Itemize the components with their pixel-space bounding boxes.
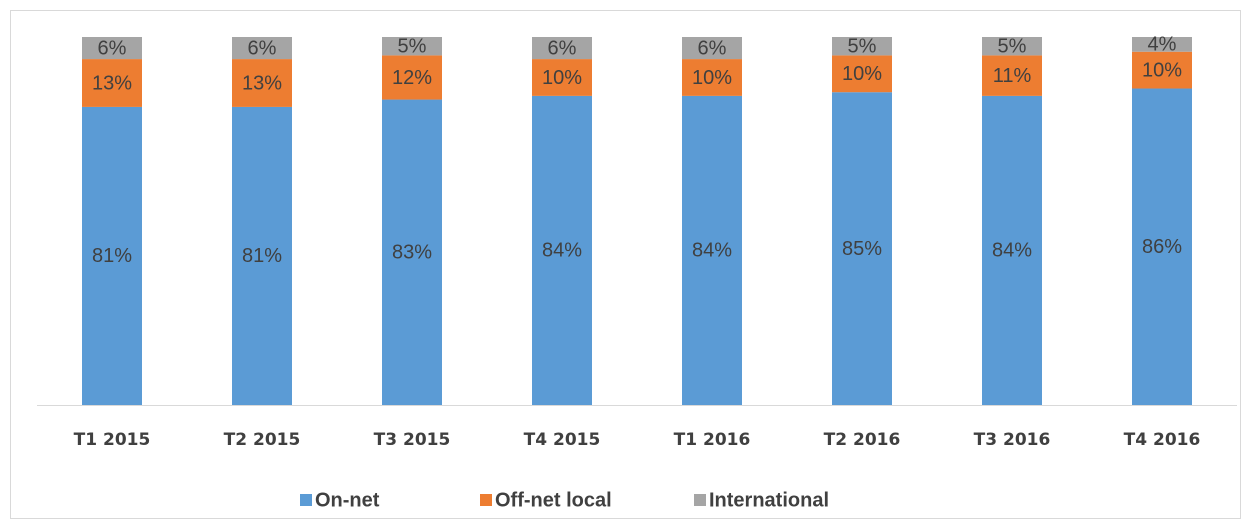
- bar-segment: [82, 59, 142, 107]
- bar-segment: [232, 37, 292, 60]
- legend-swatch: [694, 494, 706, 506]
- data-label: 6%: [98, 37, 127, 59]
- data-label: 6%: [248, 37, 277, 59]
- data-label: 6%: [698, 37, 727, 59]
- data-label: 10%: [542, 67, 582, 89]
- data-label: 86%: [1142, 236, 1182, 258]
- data-label: 5%: [998, 35, 1027, 57]
- bar-segment: [982, 55, 1042, 96]
- legend-label: Off-net local: [495, 489, 612, 511]
- data-label: 12%: [392, 67, 432, 89]
- x-tick-label: T1 2016: [674, 430, 751, 450]
- data-label: 85%: [842, 238, 882, 260]
- data-label: 5%: [398, 35, 427, 57]
- bar-segment: [1132, 37, 1192, 52]
- bar-segment: [532, 37, 592, 60]
- data-label: 5%: [848, 35, 877, 57]
- x-tick-label: T4 2016: [1124, 430, 1201, 450]
- data-label: 84%: [542, 240, 582, 262]
- x-tick-label: T2 2016: [824, 430, 901, 450]
- x-tick-label: T2 2015: [224, 430, 301, 450]
- bar-segment: [382, 99, 442, 405]
- data-label: 81%: [92, 245, 132, 267]
- x-tick-label: T3 2016: [974, 430, 1051, 450]
- bar-segment: [832, 37, 892, 56]
- bar-segment: [532, 59, 592, 96]
- data-label: 13%: [242, 72, 282, 94]
- data-label: 10%: [692, 67, 732, 89]
- data-label: 83%: [392, 242, 432, 264]
- x-tick-label: T4 2015: [524, 430, 601, 450]
- data-label: 6%: [548, 37, 577, 59]
- bar-segment: [382, 37, 442, 56]
- data-label: 4%: [1148, 34, 1177, 56]
- data-label: 13%: [92, 72, 132, 94]
- legend-label: On-net: [315, 489, 380, 511]
- data-label: 10%: [1142, 59, 1182, 81]
- x-tick-label: T1 2015: [74, 430, 151, 450]
- bar-segment: [682, 95, 742, 405]
- data-label: 10%: [842, 63, 882, 85]
- bar-segment: [1132, 88, 1192, 406]
- data-label: 84%: [692, 240, 732, 262]
- bar-segment: [82, 106, 142, 406]
- bar-segment: [232, 106, 292, 406]
- legend-swatch: [300, 494, 312, 506]
- bar-segment: [82, 37, 142, 60]
- bar-segment: [232, 59, 292, 107]
- bar-segment: [682, 59, 742, 96]
- bar-segment: [982, 95, 1042, 405]
- data-label: 84%: [992, 240, 1032, 262]
- data-label: 81%: [242, 245, 282, 267]
- x-tick-label: T3 2015: [374, 430, 451, 450]
- bar-segment: [382, 55, 442, 100]
- legend-swatch: [480, 494, 492, 506]
- bar-segment: [682, 37, 742, 60]
- bar-segment: [832, 92, 892, 405]
- data-label: 11%: [993, 65, 1032, 87]
- bar-segment: [982, 37, 1042, 56]
- bar-segment: [532, 95, 592, 405]
- legend-label: International: [709, 489, 829, 511]
- bar-segment: [1132, 51, 1192, 89]
- chart-border: [10, 10, 1241, 519]
- bar-segment: [832, 55, 892, 93]
